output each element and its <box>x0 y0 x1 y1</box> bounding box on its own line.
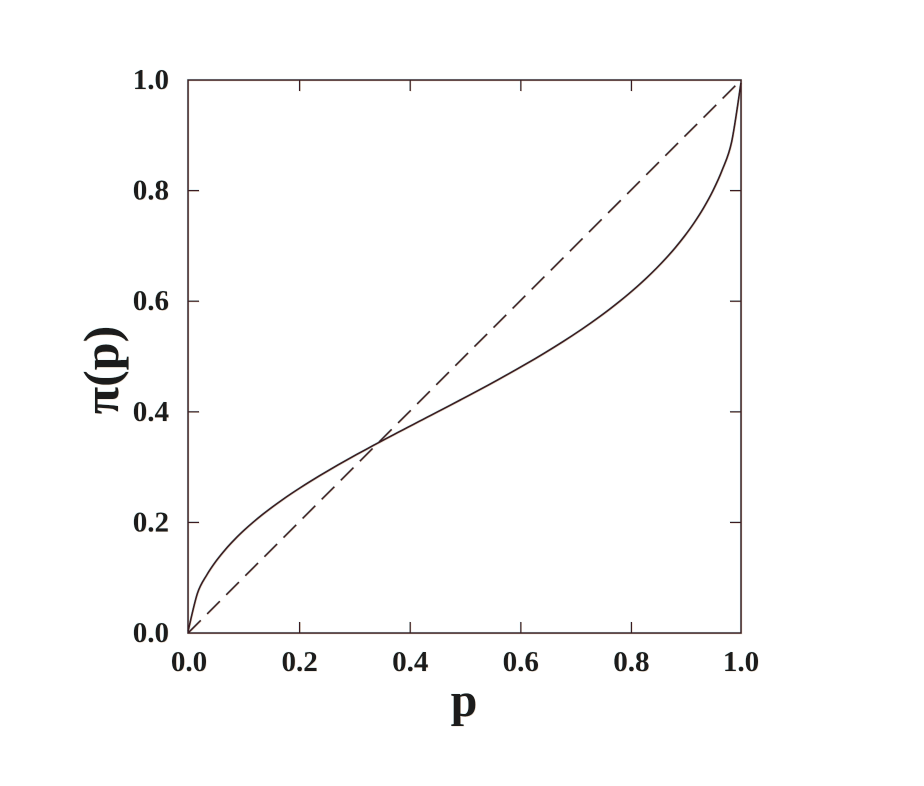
svg-text:0.0: 0.0 <box>171 646 207 678</box>
svg-text:1.0: 1.0 <box>133 64 169 96</box>
svg-text:1.0: 1.0 <box>723 646 759 678</box>
svg-text:0.2: 0.2 <box>281 646 317 678</box>
svg-text:0.2: 0.2 <box>133 506 169 538</box>
svg-text:0.4: 0.4 <box>392 646 428 678</box>
svg-text:π(p): π(p) <box>73 326 129 415</box>
svg-text:p: p <box>451 674 478 727</box>
svg-text:0.8: 0.8 <box>133 175 169 207</box>
svg-text:0.4: 0.4 <box>133 396 169 428</box>
svg-text:0.8: 0.8 <box>613 646 649 678</box>
svg-text:0.6: 0.6 <box>503 646 539 678</box>
svg-text:0.6: 0.6 <box>133 285 169 317</box>
svg-text:0.0: 0.0 <box>133 617 169 649</box>
